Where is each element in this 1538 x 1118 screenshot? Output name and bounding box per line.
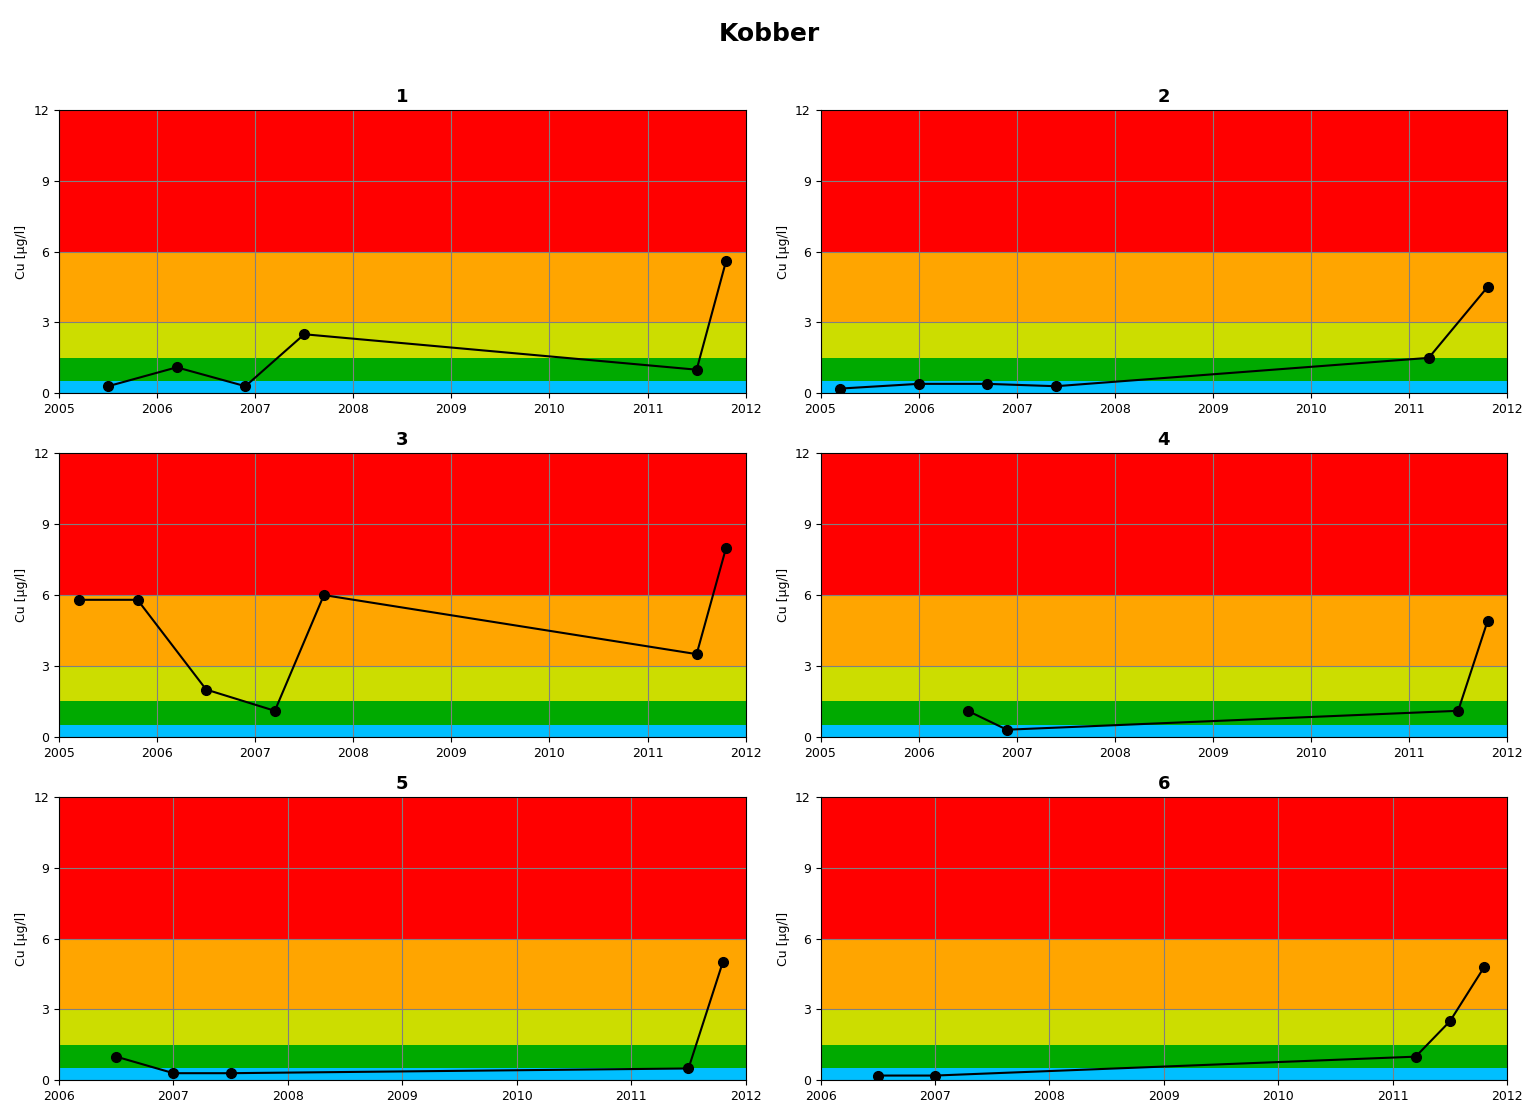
Bar bbox=[58, 666, 746, 701]
Bar bbox=[821, 701, 1507, 724]
Y-axis label: Cu [µg/l]: Cu [µg/l] bbox=[15, 568, 28, 622]
Bar bbox=[821, 666, 1507, 701]
Bar bbox=[58, 724, 746, 737]
Bar bbox=[821, 595, 1507, 666]
Bar bbox=[58, 252, 746, 322]
Title: 5: 5 bbox=[397, 775, 409, 793]
Bar bbox=[58, 701, 746, 724]
Bar bbox=[58, 110, 746, 252]
Bar bbox=[821, 1045, 1507, 1069]
Bar bbox=[821, 381, 1507, 394]
Bar bbox=[821, 1069, 1507, 1080]
Y-axis label: Cu [µg/l]: Cu [µg/l] bbox=[777, 225, 789, 278]
Bar bbox=[821, 358, 1507, 381]
Title: 2: 2 bbox=[1158, 87, 1170, 105]
Bar bbox=[58, 381, 746, 394]
Bar bbox=[58, 358, 746, 381]
Bar bbox=[58, 939, 746, 1010]
Bar bbox=[58, 797, 746, 939]
Title: 4: 4 bbox=[1158, 432, 1170, 449]
Bar bbox=[58, 454, 746, 595]
Y-axis label: Cu [µg/l]: Cu [µg/l] bbox=[15, 225, 28, 278]
Title: 3: 3 bbox=[397, 432, 409, 449]
Bar bbox=[58, 1045, 746, 1069]
Bar bbox=[58, 322, 746, 358]
Bar bbox=[821, 252, 1507, 322]
Title: 1: 1 bbox=[397, 87, 409, 105]
Bar bbox=[58, 1010, 746, 1045]
Bar bbox=[821, 322, 1507, 358]
Bar bbox=[58, 1069, 746, 1080]
Y-axis label: Cu [µg/l]: Cu [µg/l] bbox=[777, 911, 789, 966]
Bar bbox=[821, 939, 1507, 1010]
Bar bbox=[821, 110, 1507, 252]
Bar bbox=[58, 595, 746, 666]
Text: Kobber: Kobber bbox=[718, 22, 820, 46]
Bar bbox=[821, 724, 1507, 737]
Title: 6: 6 bbox=[1158, 775, 1170, 793]
Bar bbox=[821, 454, 1507, 595]
Bar bbox=[821, 1010, 1507, 1045]
Bar bbox=[821, 797, 1507, 939]
Y-axis label: Cu [µg/l]: Cu [µg/l] bbox=[15, 911, 28, 966]
Y-axis label: Cu [µg/l]: Cu [µg/l] bbox=[777, 568, 789, 622]
